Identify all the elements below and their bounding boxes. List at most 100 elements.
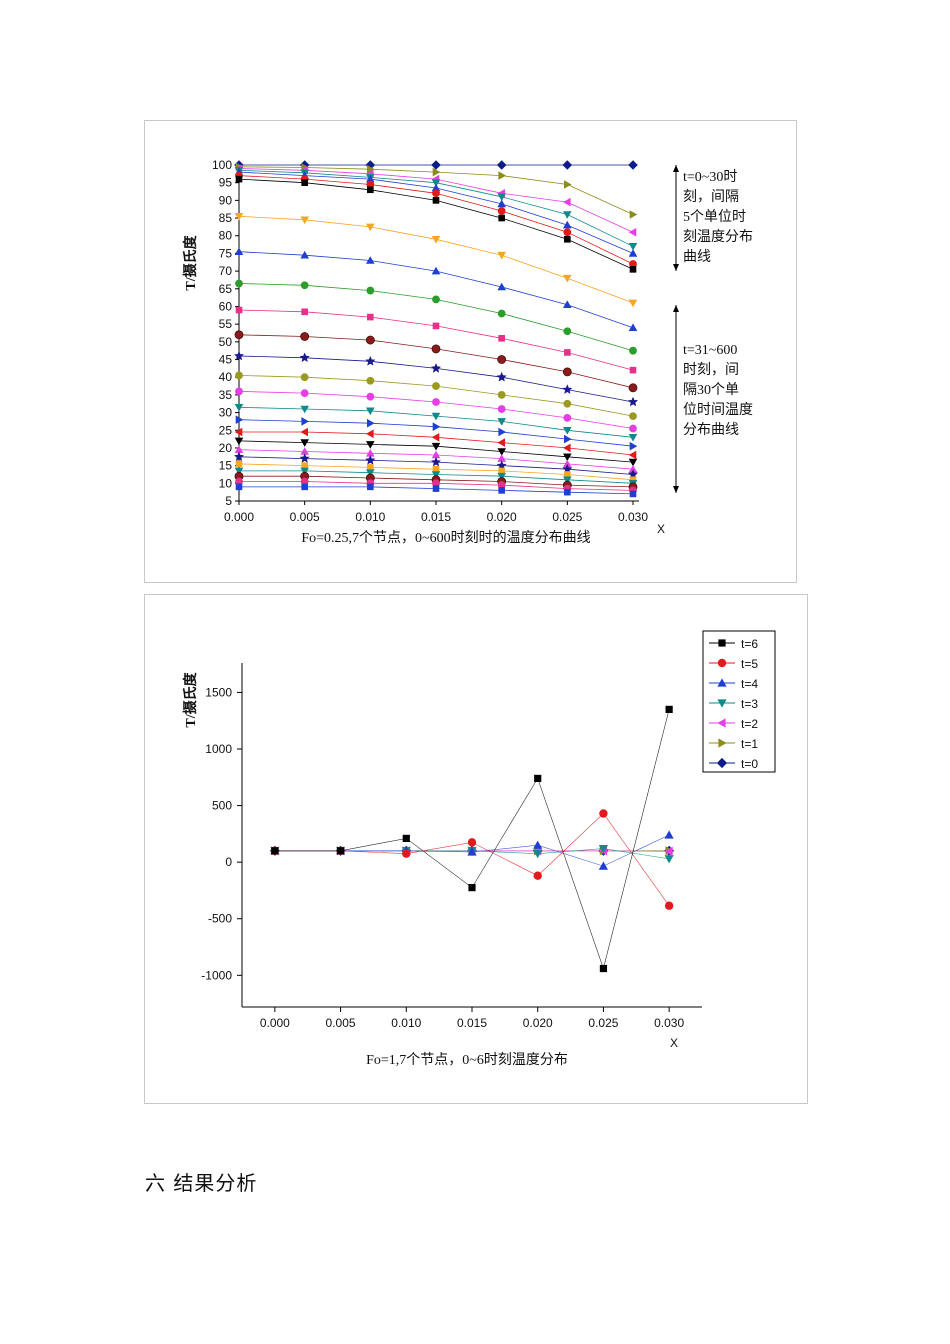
bracket-arrow-upper-head-top xyxy=(673,165,679,172)
chart-2-svg: -1000 -500 0 500 1000 1500 0.000 0.005 0.010 0.01… xyxy=(182,630,776,1068)
y-tick-label: 90 xyxy=(219,193,233,207)
data-point xyxy=(563,427,572,435)
x-tick-label: 0.015 xyxy=(457,1016,487,1030)
legend-marker xyxy=(718,738,727,748)
data-point xyxy=(432,189,440,198)
data-point xyxy=(431,471,441,479)
x-tick-label: 0.020 xyxy=(487,510,517,524)
y-tick-label: 40 xyxy=(219,370,233,384)
data-point xyxy=(664,846,673,856)
data-point xyxy=(497,405,506,413)
chart-title: Fo=1,7个节点，0~6时刻温度分布 xyxy=(366,1052,568,1068)
data-point xyxy=(629,424,637,433)
data-point xyxy=(467,847,477,856)
data-point xyxy=(629,366,637,374)
data-point xyxy=(628,383,638,393)
y-tick-label: 1500 xyxy=(205,685,232,699)
x-tick-label: 0.010 xyxy=(391,1016,421,1030)
legend-label: t=5 xyxy=(741,657,758,671)
x-tick-label: 0.005 xyxy=(326,1016,356,1030)
data-point xyxy=(534,774,542,783)
x-tick-label: 0.005 xyxy=(290,510,320,524)
data-point xyxy=(497,309,506,318)
data-point xyxy=(498,335,505,342)
data-point xyxy=(628,450,637,460)
legend-box xyxy=(702,630,776,773)
chart-title: Fo=0.25,7个节点，0~600时刻时的温度分布曲线 xyxy=(301,530,590,546)
data-point xyxy=(498,487,505,494)
data-point xyxy=(234,437,244,446)
data-point xyxy=(628,464,638,473)
y-tick-label: 60 xyxy=(219,299,233,313)
data-point xyxy=(432,197,440,204)
data-point xyxy=(402,834,410,842)
data-point xyxy=(497,472,506,481)
data-point xyxy=(432,322,440,330)
data-point xyxy=(235,175,243,183)
data-point xyxy=(664,855,674,864)
data-point xyxy=(564,488,571,496)
data-point xyxy=(299,352,310,362)
data-point xyxy=(402,849,411,858)
data-point xyxy=(365,160,376,170)
data-point xyxy=(366,449,375,457)
data-point xyxy=(629,412,637,421)
series-line xyxy=(238,391,634,429)
data-point xyxy=(564,434,572,444)
data-point xyxy=(498,214,505,222)
data-point xyxy=(365,356,376,366)
y-tick-label: 10 xyxy=(219,476,233,490)
y-axis-label: T/摄氏度 xyxy=(182,234,199,290)
x-tick-label: 0.000 xyxy=(260,1016,290,1030)
data-point xyxy=(431,183,441,192)
data-point xyxy=(235,279,243,288)
y-axis-label: T/摄氏度 xyxy=(182,671,199,727)
data-point xyxy=(563,443,571,453)
data-point xyxy=(234,350,244,361)
data-point xyxy=(300,477,309,486)
data-point xyxy=(299,453,310,463)
data-point xyxy=(628,227,637,237)
data-point xyxy=(366,429,374,439)
legend-label: t=2 xyxy=(741,717,758,731)
data-point xyxy=(563,300,572,308)
data-point xyxy=(497,454,506,462)
data-point xyxy=(431,363,441,373)
data-point xyxy=(234,427,243,437)
data-point xyxy=(431,179,441,187)
data-point xyxy=(300,467,309,476)
data-point xyxy=(366,376,375,385)
data-point xyxy=(300,405,309,414)
data-point xyxy=(431,456,441,467)
data-point xyxy=(562,367,572,377)
data-point xyxy=(432,485,440,492)
data-point xyxy=(365,455,376,465)
data-point xyxy=(366,392,375,401)
data-point xyxy=(300,250,309,259)
data-point xyxy=(628,299,638,308)
data-point xyxy=(664,901,674,910)
data-point xyxy=(564,471,571,478)
y-tick-label: 15 xyxy=(219,459,233,473)
data-point xyxy=(300,439,309,447)
data-point xyxy=(468,884,476,892)
data-point xyxy=(665,705,673,713)
data-point xyxy=(533,850,543,859)
y-tick-label: 100 xyxy=(212,158,232,172)
y-tick-label: -1000 xyxy=(201,968,232,982)
data-point xyxy=(563,327,572,336)
data-point xyxy=(235,387,243,396)
data-point xyxy=(497,355,507,364)
data-point xyxy=(629,346,637,355)
data-point xyxy=(366,441,375,449)
data-point xyxy=(235,477,243,486)
data-point xyxy=(564,349,571,356)
legend-marker xyxy=(717,718,726,728)
data-point xyxy=(234,213,244,221)
series-line xyxy=(274,813,670,906)
y-tick-label: 45 xyxy=(219,353,233,367)
x-tick-label: 0.010 xyxy=(355,510,385,524)
y-tick-label: 55 xyxy=(219,317,233,331)
data-point xyxy=(629,441,638,451)
data-point xyxy=(629,210,638,219)
